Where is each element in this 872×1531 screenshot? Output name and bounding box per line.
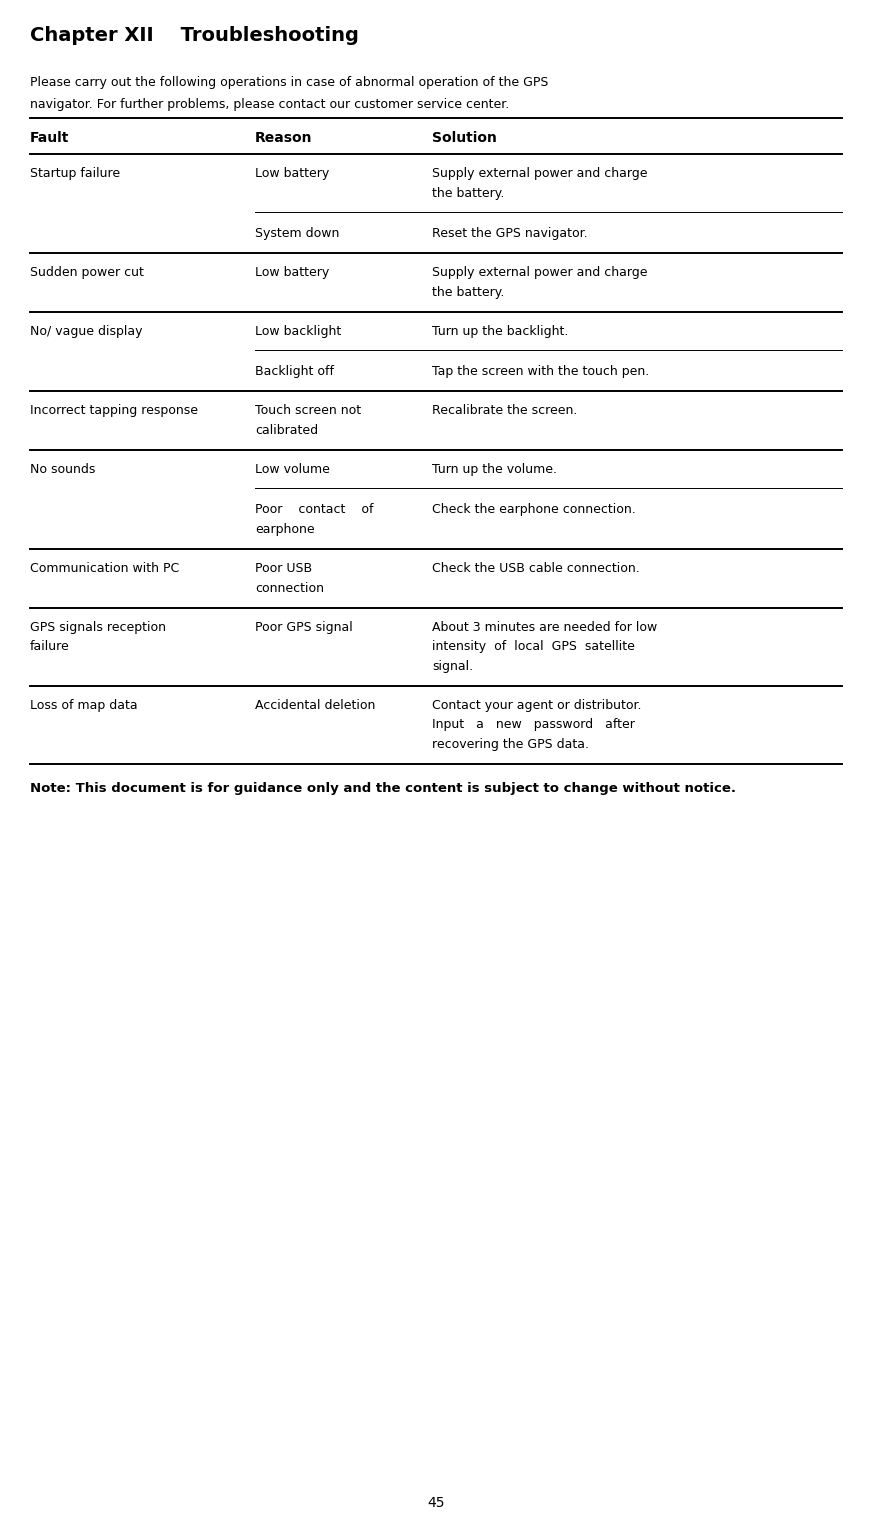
Text: Turn up the backlight.: Turn up the backlight.	[432, 325, 569, 338]
Text: Accidental deletion: Accidental deletion	[255, 698, 375, 712]
Text: Poor GPS signal: Poor GPS signal	[255, 620, 353, 634]
Text: Incorrect tapping response: Incorrect tapping response	[30, 404, 198, 418]
Text: Communication with PC: Communication with PC	[30, 562, 180, 576]
Text: Reason: Reason	[255, 132, 312, 145]
Text: Check the earphone connection.: Check the earphone connection.	[432, 504, 636, 516]
Text: Low battery: Low battery	[255, 167, 330, 181]
Text: About 3 minutes are needed for low: About 3 minutes are needed for low	[432, 620, 657, 634]
Text: Turn up the volume.: Turn up the volume.	[432, 462, 557, 476]
Text: Low battery: Low battery	[255, 266, 330, 279]
Text: Check the USB cable connection.: Check the USB cable connection.	[432, 562, 640, 576]
Text: Please carry out the following operations in case of abnormal operation of the G: Please carry out the following operation…	[30, 77, 548, 89]
Text: Startup failure: Startup failure	[30, 167, 120, 181]
Text: the battery.: the battery.	[432, 286, 504, 299]
Text: navigator. For further problems, please contact our customer service center.: navigator. For further problems, please …	[30, 98, 509, 112]
Text: intensity  of  local  GPS  satellite: intensity of local GPS satellite	[432, 640, 635, 654]
Text: Supply external power and charge: Supply external power and charge	[432, 167, 648, 181]
Text: Recalibrate the screen.: Recalibrate the screen.	[432, 404, 577, 418]
Text: Contact your agent or distributor.: Contact your agent or distributor.	[432, 698, 642, 712]
Text: calibrated: calibrated	[255, 424, 318, 436]
Text: connection: connection	[255, 582, 324, 594]
Text: Fault: Fault	[30, 132, 70, 145]
Text: signal.: signal.	[432, 660, 473, 672]
Text: Poor USB: Poor USB	[255, 562, 312, 576]
Text: No/ vague display: No/ vague display	[30, 325, 142, 338]
Text: Tap the screen with the touch pen.: Tap the screen with the touch pen.	[432, 366, 650, 378]
Text: earphone: earphone	[255, 524, 315, 536]
Text: Note: This document is for guidance only and the content is subject to change wi: Note: This document is for guidance only…	[30, 782, 736, 795]
Text: recovering the GPS data.: recovering the GPS data.	[432, 738, 589, 750]
Text: Backlight off: Backlight off	[255, 366, 334, 378]
Text: Low volume: Low volume	[255, 462, 330, 476]
Text: 45: 45	[427, 1496, 445, 1510]
Text: Loss of map data: Loss of map data	[30, 698, 138, 712]
Text: Chapter XII    Troubleshooting: Chapter XII Troubleshooting	[30, 26, 359, 44]
Text: Touch screen not: Touch screen not	[255, 404, 361, 418]
Text: Input   a   new   password   after: Input a new password after	[432, 718, 635, 732]
Text: GPS signals reception: GPS signals reception	[30, 620, 166, 634]
Text: Reset the GPS navigator.: Reset the GPS navigator.	[432, 227, 588, 240]
Text: Low backlight: Low backlight	[255, 325, 341, 338]
Text: Supply external power and charge: Supply external power and charge	[432, 266, 648, 279]
Text: Sudden power cut: Sudden power cut	[30, 266, 144, 279]
Text: No sounds: No sounds	[30, 462, 95, 476]
Text: System down: System down	[255, 227, 339, 240]
Text: failure: failure	[30, 640, 70, 654]
Text: Solution: Solution	[432, 132, 497, 145]
Text: Poor    contact    of: Poor contact of	[255, 504, 373, 516]
Text: the battery.: the battery.	[432, 187, 504, 199]
